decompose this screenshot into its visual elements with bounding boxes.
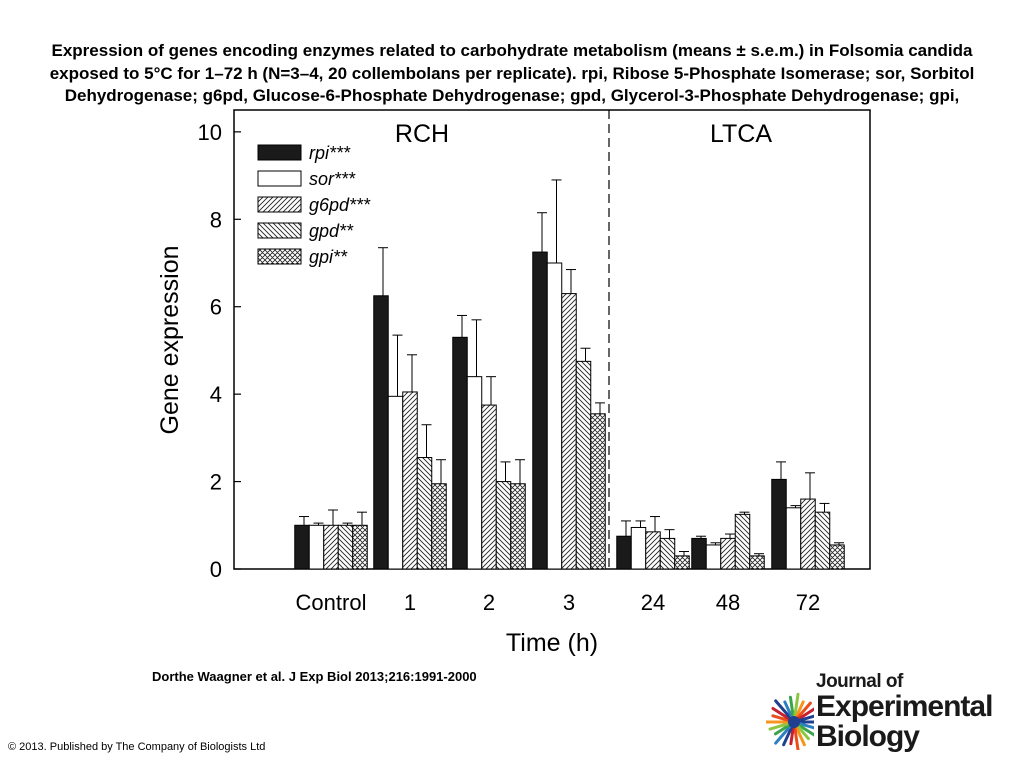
x-tick-label-2: 2	[483, 590, 495, 615]
bar-g6pd-2	[481, 404, 497, 570]
bar-rpi-72	[771, 478, 787, 570]
bar-sor-48	[705, 544, 722, 570]
citation-credit: Dorthe Waagner et al. J Exp Biol 2013;21…	[152, 669, 477, 684]
region-label-rch: RCH	[395, 120, 449, 148]
x-tick-label-72: 72	[796, 590, 820, 615]
bar-gpd-2	[495, 481, 512, 570]
x-tick-label-1: 1	[404, 590, 416, 615]
bar-g6pd-48	[720, 537, 736, 570]
bar-gpd-24	[659, 537, 676, 570]
bar-rpi-3	[532, 251, 548, 570]
bar-rpi-control	[294, 524, 310, 570]
sunburst-logo-icon	[766, 692, 814, 750]
y-tick-label-0: 0	[210, 557, 222, 582]
bar-gpd-72	[814, 511, 831, 570]
y-axis-label: Gene expression	[156, 245, 184, 434]
y-tick-label-8: 8	[210, 207, 222, 232]
bar-gpd-1	[416, 457, 433, 570]
x-axis-label: Time (h)	[506, 629, 598, 657]
bar-g6pd-72	[800, 498, 816, 570]
y-tick-label-4: 4	[210, 382, 222, 407]
legend-label-g6pd: g6pd***	[309, 195, 371, 215]
legend-label-gpi: gpi**	[309, 247, 348, 267]
region-label-ltca: LTCA	[710, 120, 772, 148]
bar-sor-3	[546, 262, 563, 570]
journal-logo-text: Journal of Experimental Biology	[816, 671, 993, 753]
bar-sor-2	[466, 376, 483, 570]
bar-rpi-48	[691, 537, 707, 570]
bar-sor-24	[630, 526, 647, 570]
bar-rpi-2	[452, 336, 468, 570]
bar-gpd-control	[337, 524, 354, 570]
bar-gpd-48	[734, 513, 751, 570]
legend-swatch-gpi	[257, 248, 302, 265]
x-tick-label-24: 24	[641, 590, 665, 615]
bar-gpd-3	[575, 360, 592, 570]
copyright-notice: © 2013. Published by The Company of Biol…	[8, 741, 266, 753]
bar-g6pd-3	[561, 293, 577, 570]
x-tick-label-control: Control	[296, 590, 367, 615]
bar-g6pd-24	[645, 531, 661, 570]
bar-sor-1	[387, 395, 404, 570]
logo-line-3: Biology	[816, 720, 920, 753]
y-tick-label-2: 2	[210, 470, 222, 495]
bar-sor-control	[308, 524, 325, 570]
legend-swatch-g6pd	[257, 196, 302, 213]
y-tick-label-6: 6	[210, 295, 222, 320]
legend-swatch-gpd	[257, 222, 302, 239]
bar-gpi-1	[431, 483, 447, 570]
bar-sor-72	[785, 507, 802, 570]
logo-line-2: Experimental	[816, 690, 993, 723]
x-tick-label-48: 48	[716, 590, 740, 615]
bar-gpi-2	[510, 483, 526, 570]
bar-gpi-48	[749, 555, 765, 570]
bar-rpi-24	[616, 535, 632, 570]
y-tick-label-10: 10	[198, 120, 222, 145]
bar-gpi-72	[829, 544, 845, 570]
legend-label-rpi: rpi***	[309, 143, 351, 163]
legend-label-gpd: gpd**	[309, 221, 354, 241]
journal-logo: Journal of Experimental Biology	[766, 672, 996, 756]
legend-label-sor: sor***	[309, 169, 356, 189]
legend-swatch-rpi	[257, 144, 302, 161]
x-tick-label-3: 3	[563, 590, 575, 615]
bar-g6pd-1	[402, 391, 418, 570]
bar-gpi-control	[352, 524, 368, 570]
bar-gpi-3	[590, 413, 606, 570]
bar-gpi-24	[674, 555, 690, 570]
legend-swatch-sor	[257, 170, 302, 187]
bar-rpi-1	[373, 295, 389, 570]
logo-line-1: Journal of	[816, 671, 903, 692]
bar-g6pd-control	[323, 524, 339, 570]
